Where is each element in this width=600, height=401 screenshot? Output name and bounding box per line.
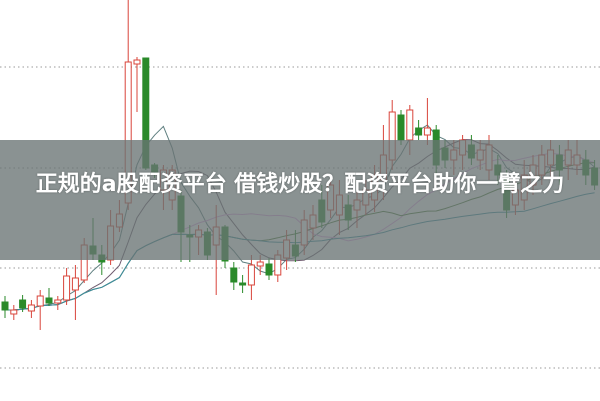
candle-body: [54, 299, 62, 304]
candle-body: [230, 267, 238, 283]
candle-body: [256, 261, 264, 267]
candle-body: [63, 275, 71, 301]
candle-body: [415, 127, 423, 136]
candle-body: [19, 299, 27, 309]
candle-body: [423, 127, 431, 136]
headline: 正规的a股配资平台 借钱炒股？配资平台助你一臂之力: [35, 172, 565, 197]
candle-body: [45, 297, 53, 304]
title-banner: [0, 140, 600, 260]
candle-body: [133, 59, 141, 65]
candle-body: [247, 264, 255, 286]
candle-body: [406, 109, 414, 141]
candle-body: [10, 309, 18, 315]
candle-body: [239, 282, 247, 286]
candle-body: [1, 301, 9, 311]
candle-body: [27, 304, 35, 312]
candle-body: [36, 295, 44, 307]
candle-body: [265, 263, 273, 276]
candle-body: [71, 277, 79, 291]
candle-body: [397, 114, 405, 141]
